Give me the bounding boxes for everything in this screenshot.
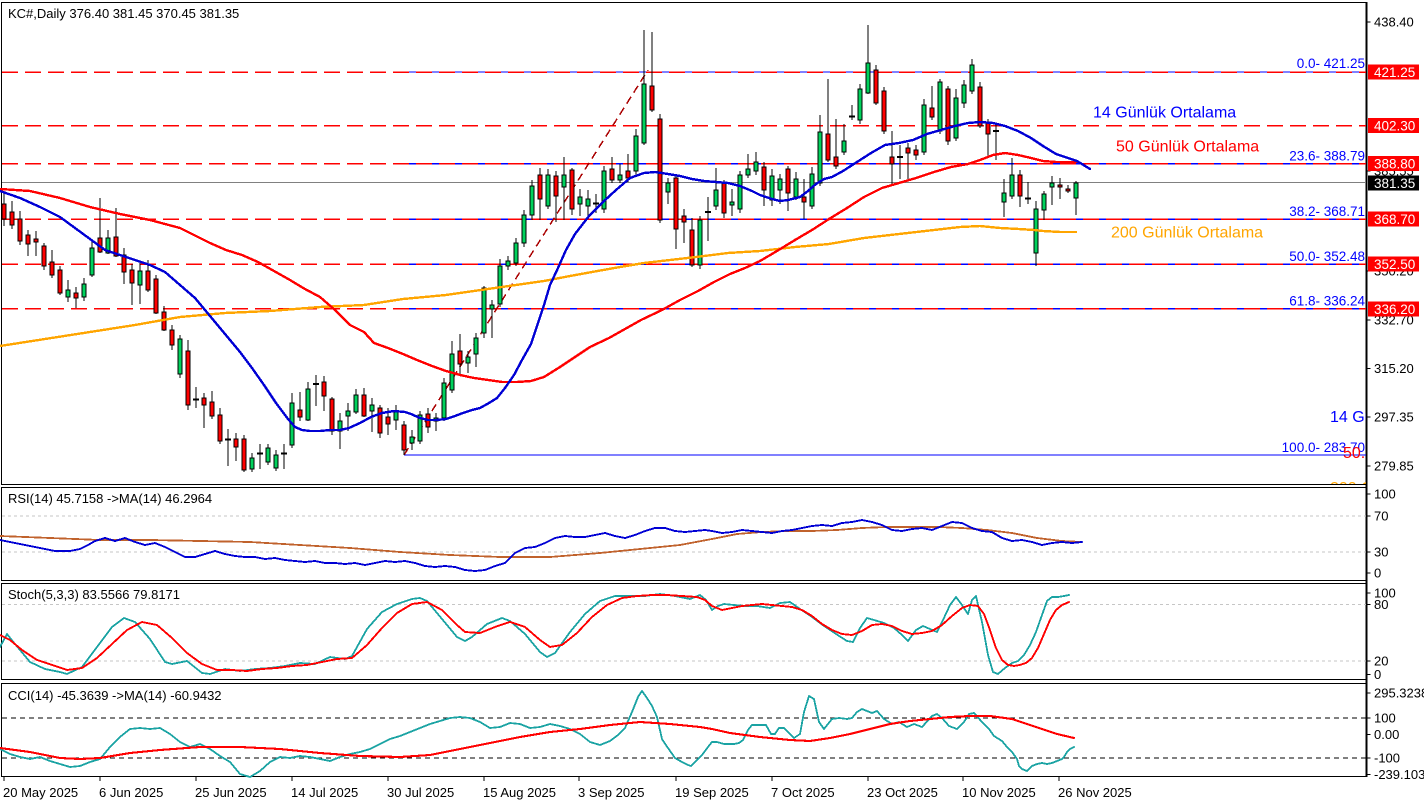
svg-text:200 Gü: 200 Gü [1330,480,1382,497]
svg-text:14 Jul 2025: 14 Jul 2025 [291,785,358,800]
svg-text:30: 30 [1374,545,1388,560]
svg-text:336.20: 336.20 [1374,302,1415,317]
svg-text:14 Gü: 14 Gü [1330,409,1374,426]
svg-text:0.00: 0.00 [1374,727,1399,742]
svg-text:10 Nov 2025: 10 Nov 2025 [962,785,1036,800]
svg-text:Stoch(5,3,3) 83.5566 79.8171: Stoch(5,3,3) 83.5566 79.8171 [8,587,180,602]
svg-text:368.70: 368.70 [1374,212,1415,227]
svg-text:438.40: 438.40 [1374,15,1414,30]
svg-text:0.0- 421.25: 0.0- 421.25 [1297,56,1365,71]
svg-text:279.85: 279.85 [1374,459,1414,474]
svg-text:23.6- 388.79: 23.6- 388.79 [1289,149,1365,164]
svg-text:70: 70 [1374,509,1388,524]
svg-text:50.70: 50.70 [1343,445,1383,462]
svg-text:CCI(14) -45.3639 ->MA(14) -60: CCI(14) -45.3639 ->MA(14) -60.9432 [8,688,222,703]
svg-text:100: 100 [1374,487,1396,502]
svg-text:0: 0 [1374,566,1381,581]
svg-text:50.0- 352.48: 50.0- 352.48 [1289,249,1365,264]
svg-text:200 Günlük Ortalama: 200 Günlük Ortalama [1111,225,1263,242]
svg-text:30 Jul 2025: 30 Jul 2025 [387,785,454,800]
svg-text:7 Oct 2025: 7 Oct 2025 [771,785,835,800]
svg-text:315.20: 315.20 [1374,361,1414,376]
svg-text:23 Oct 2025: 23 Oct 2025 [867,785,938,800]
svg-text:381.35: 381.35 [1374,176,1415,191]
svg-text:352.50: 352.50 [1374,257,1415,272]
svg-text:20 May 2025: 20 May 2025 [3,785,78,800]
svg-text:19 Sep 2025: 19 Sep 2025 [675,785,749,800]
svg-text:402.30: 402.30 [1374,119,1415,134]
svg-text:388.80: 388.80 [1374,157,1415,172]
svg-text:0: 0 [1374,667,1381,682]
svg-text:3 Sep 2025: 3 Sep 2025 [578,785,645,800]
svg-text:421.25: 421.25 [1374,65,1415,80]
svg-text:80: 80 [1374,597,1388,612]
svg-text:100.0- 283.70: 100.0- 283.70 [1282,440,1365,455]
svg-text:15 Aug 2025: 15 Aug 2025 [483,785,556,800]
svg-text:297.35: 297.35 [1374,410,1414,425]
svg-text:KC#,Daily 376.40 381.45 370.4: KC#,Daily 376.40 381.45 370.45 381.35 [8,6,239,21]
svg-text:100: 100 [1374,711,1396,726]
svg-text:RSI(14) 45.7158 ->MA(14) 46.2: RSI(14) 45.7158 ->MA(14) 46.2964 [8,491,212,506]
svg-text:26 Nov 2025: 26 Nov 2025 [1058,785,1132,800]
svg-text:6 Jun 2025: 6 Jun 2025 [99,785,163,800]
svg-text:14 Günlük Ortalama: 14 Günlük Ortalama [1093,105,1236,122]
svg-text:100: 100 [1374,586,1396,601]
svg-text:20: 20 [1374,654,1388,669]
svg-text:-100: -100 [1374,751,1400,766]
svg-text:61.8- 336.24: 61.8- 336.24 [1289,294,1365,309]
svg-text:38.2- 368.71: 38.2- 368.71 [1289,204,1365,219]
svg-text:-239.1039: -239.1039 [1374,767,1424,782]
svg-text:295.3238: 295.3238 [1374,686,1424,701]
svg-text:25 Jun 2025: 25 Jun 2025 [195,785,267,800]
svg-text:50 Günlük Ortalama: 50 Günlük Ortalama [1116,139,1259,156]
